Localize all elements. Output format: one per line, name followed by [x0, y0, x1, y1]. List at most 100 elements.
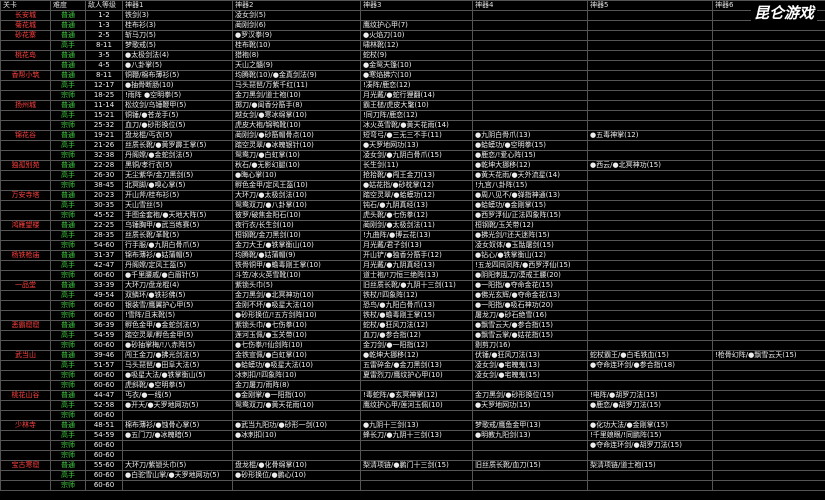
table-cell: 1-2	[85, 10, 123, 21]
table-cell: 双鳞环/●铁衫佛(5)	[122, 290, 233, 301]
table-cell: 高手	[50, 260, 86, 271]
table-cell: ●火焰刀(10)	[360, 30, 473, 41]
table-cell: 钝石/●九阴真经(13)	[360, 200, 473, 211]
table-cell: !九曲阵/●博云花(13)	[360, 230, 473, 241]
table-cell: 30-35	[85, 200, 123, 211]
table-row: 高手 30-35 天山雪丝(5) 鸳鸯双刀/●八卦掌(10) 钝石/●九阴真经(13) ●…	[0, 200, 825, 211]
table-row: 锦花谷 普通 19-21 盘龙棍/丐衣(5) 蔺刚剑/●砂筋帽骨点(10) 短弯弓/●三无…	[0, 130, 825, 141]
table-cell	[0, 450, 51, 461]
table-cell	[712, 450, 825, 461]
table-cell: ●八卦掌(5)	[122, 60, 233, 71]
table-cell	[587, 20, 713, 31]
table-cell: 蛇杖(9)	[360, 50, 473, 61]
table-cell: 丹阁嫦/定风王盔(5)	[122, 260, 233, 271]
table-cell: 高手	[50, 230, 86, 241]
table-cell: 普通	[50, 460, 86, 471]
table-cell	[0, 360, 51, 371]
table-cell: 无尘紫华/金刀黑剑(5)	[122, 170, 233, 181]
table-cell	[0, 240, 51, 251]
table-cell: 39-46	[85, 350, 123, 361]
table-cell	[712, 160, 825, 171]
table-row: 高手 52-58 ●开天/●天罗地网功(5) 鸳鸯双刀/●黄天花雨(10) 鹰纹护心甲/…	[0, 400, 825, 411]
table-cell	[587, 410, 713, 421]
table-cell: 60-60	[85, 380, 123, 391]
table-cell: 20-23	[85, 190, 123, 201]
table-cell: 52-58	[85, 400, 123, 411]
table-cell: ●鹿恋/●胡罗刀法(15)	[587, 400, 713, 411]
header-cell: 神器4	[472, 0, 588, 11]
table-cell: 猎袍(8)	[232, 50, 361, 61]
table-cell: 普通	[50, 130, 86, 141]
table-cell: ●五毒神掌(12)	[587, 130, 713, 141]
table-cell	[587, 60, 713, 71]
table-cell: 大环刀/●太极剑法(10)	[232, 190, 361, 201]
header-cell: 敌人等级	[85, 0, 123, 11]
table-cell: 普通	[50, 100, 86, 111]
table-row: 宗师 60-60 ●砂抽掌梅/!八赤阵(5) ●七伤拳/!仙剑阵(10) 金刀剑/●一阳…	[0, 340, 825, 351]
table-cell: 18-25	[85, 90, 123, 101]
table-cell	[587, 170, 713, 181]
table-cell: 22-28	[85, 160, 123, 171]
table-cell: 冰火英雪靴/●黄天花雨(14)	[360, 120, 473, 131]
table-cell: 金刀屠刀/雨阵(8)	[232, 380, 361, 391]
table-cell	[712, 250, 825, 261]
table-cell: 鹰纹护心甲(7)	[360, 20, 473, 31]
table-cell	[587, 190, 713, 201]
table-row: 宝古寒窟 普通 55-60 大环刀/紫锁头巾(5) 盘龙棍/●化骨绵掌(10) 梨清项链/…	[0, 460, 825, 471]
table-cell: ●黄天花雨/●天外流星(14)	[472, 170, 588, 181]
table-row: 少林寺 普通 48-51 棉布薄衫/●蚀骨心掌(5) ●武当九阳功/●砂形一剑(10) ●…	[0, 420, 825, 431]
table-cell: 锦布薄衫/●姑蒲帽(5)	[122, 250, 233, 261]
table-cell: 普通	[50, 390, 86, 401]
table-cell	[587, 10, 713, 21]
table-cell: 桂布靴(10)	[232, 40, 361, 51]
table-cell	[712, 330, 825, 341]
table-cell	[712, 270, 825, 281]
table-cell: !九宫八卦阵(15)	[472, 180, 588, 191]
table-cell	[712, 280, 825, 291]
table-cell: 丐衣/●一线(5)	[122, 390, 233, 401]
table-cell: 高手	[50, 400, 86, 411]
table-cell: ●冰刺扣(10)	[232, 430, 361, 441]
table-cell: ●佛光玄辉/●夺命金花(13)	[472, 290, 588, 301]
table-body: 长安城 普通 1-2 铁剑(3) 凌女剑(5) 菊花城 普通 1-3 桂布衫(3) 蔺刚剑(6) 鹰…	[0, 10, 825, 491]
table-cell	[712, 310, 825, 321]
table-cell	[0, 370, 51, 381]
table-cell: 虎斜靴/●空明拳(5)	[122, 380, 233, 391]
table-cell	[472, 110, 588, 121]
table-cell	[472, 470, 588, 481]
table-cell	[472, 70, 588, 81]
table-cell	[0, 230, 51, 241]
table-cell: !五龙四同凤阵/●西罗浮仙(15)	[472, 260, 588, 271]
table-cell	[712, 390, 825, 401]
table-cell: 鸳鸯刀/●白虹掌(10)	[232, 150, 361, 161]
table-cell: 北冥脚/●嗅心掌(5)	[122, 180, 233, 191]
table-cell	[587, 180, 713, 191]
table-cell: ●天罗地网功(13)	[360, 140, 473, 151]
table-cell: 25-32	[85, 120, 123, 131]
table-cell	[587, 70, 713, 81]
table-cell: 血刀/●参合指(12)	[360, 330, 473, 341]
table-cell: !雨阵 ●空明拳(5)	[122, 90, 233, 101]
table-cell: 蔺刚剑/●太极剑法(11)	[360, 220, 473, 231]
table-cell: 60-60	[85, 370, 123, 381]
table-cell: ●天罗地网功(15)	[472, 400, 588, 411]
table-cell: 蔺刚剑(6)	[232, 20, 361, 31]
table-cell: 金铁宣佩/●白虹掌(10)	[232, 350, 361, 361]
table-cell: 44-47	[85, 390, 123, 401]
table-cell: ●蛤蟆功/●空明拳(15)	[472, 140, 588, 151]
table-cell	[587, 380, 713, 391]
table-cell: 金刀黑剑/道士袍(10)	[232, 90, 361, 101]
table-cell: 1-3	[85, 20, 123, 31]
table-cell	[360, 470, 473, 481]
table-cell: 45-52	[85, 210, 123, 221]
logo: 昆仑游戏	[750, 2, 817, 23]
table-cell: 香帮小筑	[0, 70, 51, 81]
table-cell	[0, 270, 51, 281]
table-cell: 金刀黑剑/●北冥神功(10)	[232, 290, 361, 301]
table-cell	[712, 80, 825, 91]
table-cell: 48-51	[85, 420, 123, 431]
table-cell: 均腾靴(10)/●金真剑法(9)	[232, 70, 361, 81]
table-cell: 普通	[50, 20, 86, 31]
